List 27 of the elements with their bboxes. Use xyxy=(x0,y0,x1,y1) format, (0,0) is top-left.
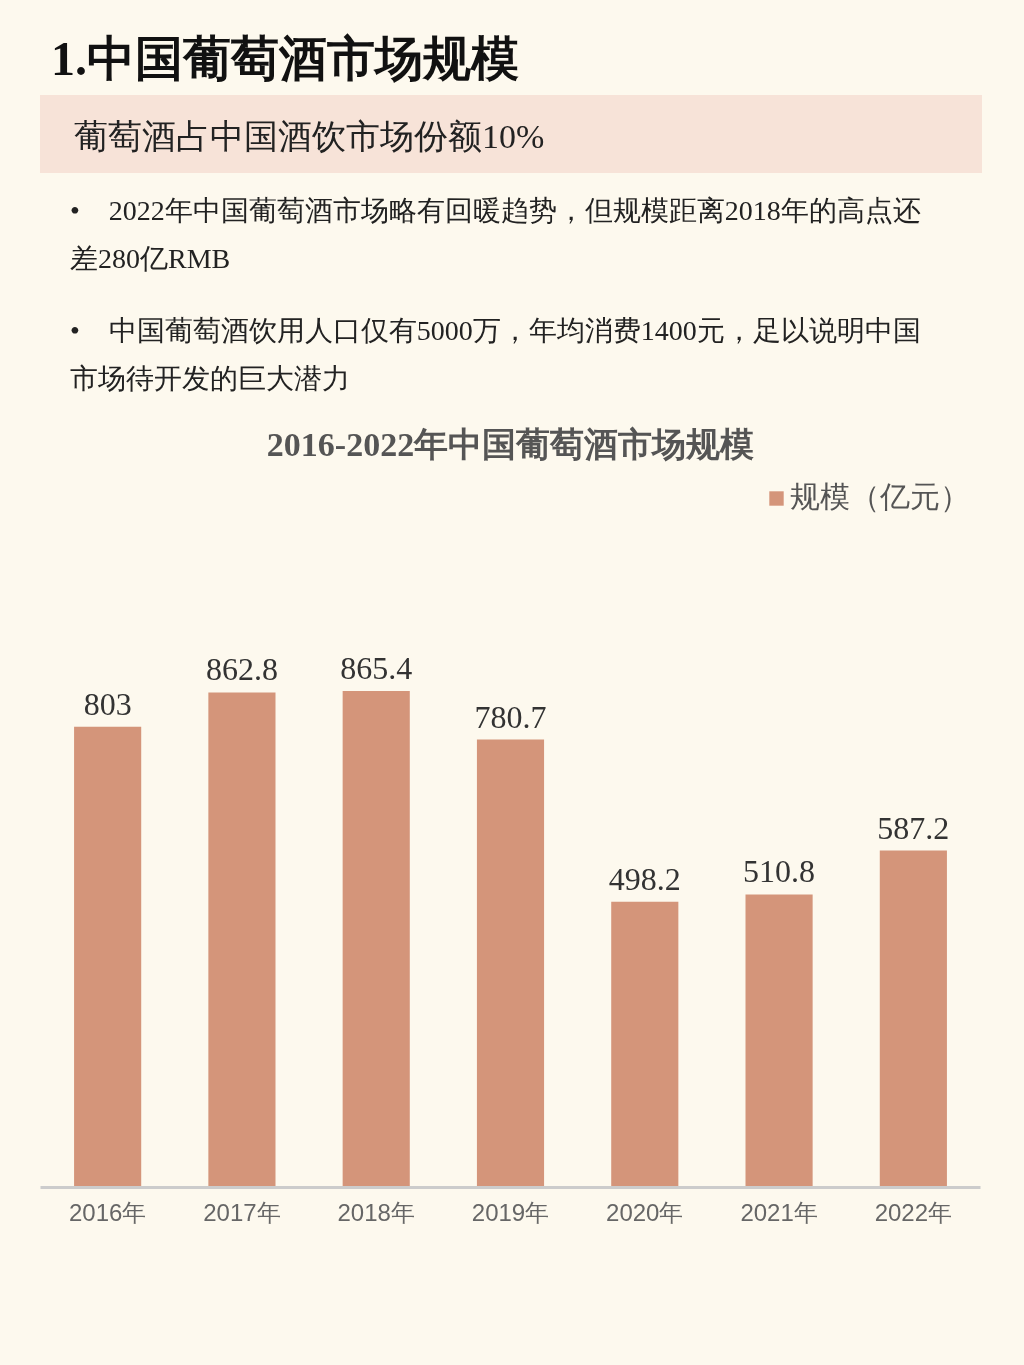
bar xyxy=(476,739,545,1188)
data-label: 862.8 xyxy=(205,651,278,688)
bar xyxy=(342,690,410,1188)
data-label: 587.2 xyxy=(877,809,950,846)
bar xyxy=(74,726,142,1188)
x-tick-label: 2022年 xyxy=(874,1198,953,1226)
x-tick-label: 2018年 xyxy=(337,1198,415,1226)
text: • 中国葡萄酒饮用人口仅有5000万，年均消费1400元，足以说明中国市场待开发的巨大潜力 xyxy=(70,314,922,396)
data-label: 865.4 xyxy=(340,649,413,686)
chart-subtitle: 葡萄酒占中国酒饮市场份额10% xyxy=(74,117,545,157)
data-label: 510.8 xyxy=(743,853,816,890)
x-tick-label: 2021年 xyxy=(740,1198,818,1226)
text: • 2022年中国葡萄酒市场略有回暖趋势，但规模距离2018年的高点还差280亿RMB xyxy=(70,194,922,276)
text: 2016-2022年中国葡萄酒市场规模 xyxy=(266,425,755,463)
bar xyxy=(611,901,679,1188)
x-tick-label: 2017年 xyxy=(203,1198,281,1226)
x-tick-label: 2020年 xyxy=(606,1198,684,1226)
bar xyxy=(745,894,813,1188)
bar xyxy=(208,692,276,1188)
x-tick-label: 2016年 xyxy=(68,1198,147,1226)
data-label: 780.7 xyxy=(474,698,547,735)
bar xyxy=(879,850,947,1188)
data-label: 498.2 xyxy=(608,860,681,897)
x-tick-label: 2019年 xyxy=(471,1198,550,1226)
legend-label: 规模（亿元） xyxy=(790,479,970,515)
data-label: 803 xyxy=(83,685,132,722)
chart-title: 1.中国葡萄酒市场规模 xyxy=(51,31,519,87)
